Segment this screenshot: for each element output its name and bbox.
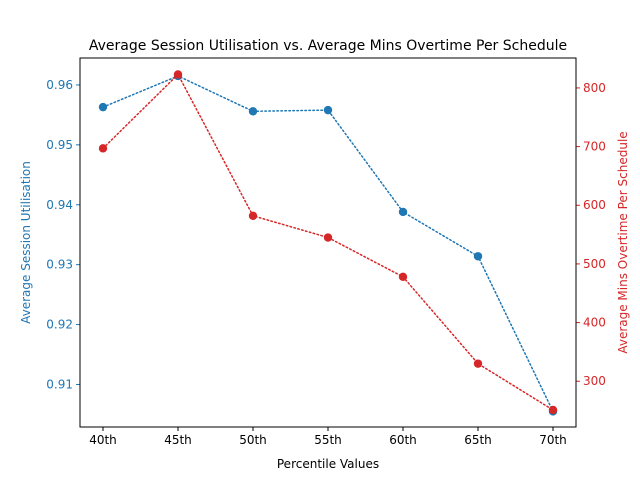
left-y-tick-label: 0.93 xyxy=(46,258,73,272)
overtime-data-point xyxy=(548,405,558,415)
left-y-tick-label: 0.92 xyxy=(46,318,73,332)
left-y-tick-label: 0.95 xyxy=(46,138,73,152)
utilisation-data-point xyxy=(473,252,483,261)
overtime-series-line xyxy=(102,73,554,411)
x-tick-label: 50th xyxy=(239,433,267,447)
left-y-tick-label: 0.91 xyxy=(46,377,73,391)
x-tick-label: 60th xyxy=(389,433,417,447)
x-tick-label: 45th xyxy=(164,433,192,447)
x-tick-label: 40th xyxy=(89,433,117,447)
right-axis-label: Average Mins Overtime Per Schedule xyxy=(616,131,630,353)
overtime-data-point xyxy=(98,144,108,153)
x-axis-label: Percentile Values xyxy=(277,457,379,471)
overtime-data-point xyxy=(323,233,333,242)
chart-title: Average Session Utilisation vs. Average … xyxy=(89,38,567,54)
right-y-tick-label: 400 xyxy=(583,316,606,330)
x-tick-label: 65th xyxy=(464,433,492,447)
left-y-tick-label: 0.96 xyxy=(46,78,73,92)
utilisation-data-point xyxy=(98,102,108,112)
right-y-tick-label: 300 xyxy=(583,374,606,388)
right-y-tick-label: 800 xyxy=(583,81,606,95)
overtime-data-point xyxy=(398,272,408,282)
utilisation-data-point xyxy=(323,105,333,115)
utilisation-data-point xyxy=(398,207,408,217)
left-y-tick-label: 0.94 xyxy=(46,198,73,212)
overtime-data-point xyxy=(173,70,183,79)
utilisation-data-point xyxy=(248,107,258,116)
x-tick-label: 70th xyxy=(539,433,567,447)
utilisation-series-line xyxy=(102,75,554,413)
right-y-tick-label: 500 xyxy=(583,257,606,271)
right-y-tick-label: 700 xyxy=(583,140,606,154)
left-axis-label: Average Session Utilisation xyxy=(19,161,33,324)
right-y-tick-label: 600 xyxy=(583,198,606,212)
plot-frame xyxy=(79,57,577,428)
x-tick-label: 55th xyxy=(314,433,342,447)
overtime-data-point xyxy=(248,211,258,221)
overtime-data-point xyxy=(473,359,483,368)
